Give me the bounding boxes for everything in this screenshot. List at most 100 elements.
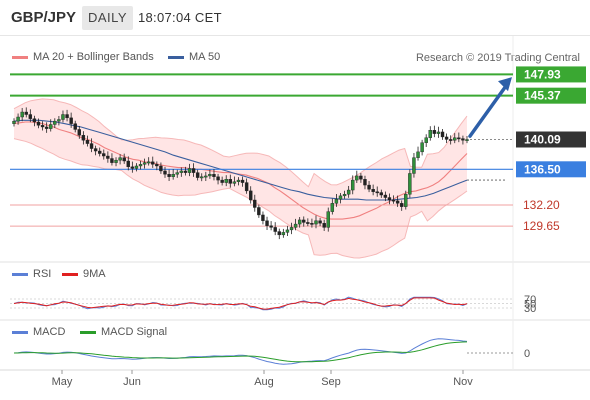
candle <box>28 109 33 123</box>
candle <box>257 204 261 218</box>
candle <box>387 193 392 205</box>
resistance-2-label-text: 147.93 <box>524 67 561 81</box>
candle <box>16 113 20 125</box>
candle <box>448 135 453 145</box>
ma9-legend-swatch <box>62 273 78 276</box>
candle-body <box>253 199 257 208</box>
candle-body <box>346 189 351 195</box>
candle <box>114 157 118 167</box>
candle-body <box>371 189 375 192</box>
candle-body <box>53 120 57 125</box>
candle <box>151 156 155 168</box>
candle-body <box>195 172 200 178</box>
candle-body <box>110 158 114 163</box>
rsi-legend-swatch <box>12 273 28 276</box>
candle-body <box>102 153 106 157</box>
candle-body <box>387 197 392 201</box>
candle <box>424 134 428 147</box>
candle-body <box>130 166 135 169</box>
candle-body <box>40 125 45 128</box>
candle <box>122 153 126 164</box>
candle-body <box>167 174 171 177</box>
candle-body <box>302 219 306 223</box>
last-price-label: 140.09 <box>516 131 586 148</box>
candle-body <box>444 136 449 140</box>
candle <box>236 177 241 186</box>
candle <box>379 189 383 198</box>
candle <box>102 149 106 160</box>
resistance-1-label-text: 145.37 <box>524 89 561 103</box>
period-badge[interactable]: DAILY <box>82 6 134 30</box>
macd-line <box>13 338 468 365</box>
candle <box>228 174 232 188</box>
candle-body <box>359 175 363 180</box>
candle <box>61 110 65 123</box>
candle <box>383 191 388 202</box>
candle <box>330 198 335 215</box>
candle-body <box>224 179 228 183</box>
x-tick-label: Jun <box>123 376 141 388</box>
candle <box>261 211 265 225</box>
candle <box>444 133 449 143</box>
candle <box>314 215 318 229</box>
candle-body <box>448 139 453 141</box>
candle-body <box>134 165 139 169</box>
candle <box>85 135 90 147</box>
candle-body <box>269 225 273 228</box>
candle-body <box>44 126 49 129</box>
candle <box>400 200 404 211</box>
candle <box>36 118 41 129</box>
forecast-arrow-head <box>498 77 512 92</box>
candle-body <box>65 114 69 119</box>
candle <box>465 136 469 144</box>
candle <box>355 170 359 183</box>
candle-body <box>310 223 314 225</box>
candle <box>130 161 135 173</box>
candle-body <box>138 164 143 167</box>
candle-body <box>318 220 322 224</box>
candle-body <box>240 179 245 183</box>
candle <box>191 163 196 177</box>
ma9-legend-label: 9MA <box>83 268 106 280</box>
candle <box>53 118 57 129</box>
candle-body <box>98 150 102 154</box>
candle <box>138 160 143 170</box>
candle-body <box>85 140 90 144</box>
candle <box>289 222 294 235</box>
candle-body <box>338 195 343 200</box>
candle <box>253 194 257 212</box>
support-2-label-text: 129.65 <box>523 219 560 233</box>
signal-legend-label: MACD Signal <box>101 326 168 338</box>
candle <box>24 107 28 118</box>
candle <box>346 185 351 198</box>
candle <box>163 166 167 178</box>
candle-body <box>432 130 437 134</box>
signal-legend-swatch <box>80 331 96 334</box>
candle <box>224 175 228 187</box>
x-tick-label: May <box>52 376 73 388</box>
candle <box>20 107 24 122</box>
ma20-legend-label: MA 20 + Bollinger Bands <box>33 51 154 63</box>
candle-body <box>32 118 37 123</box>
macd-legend-label: MACD <box>33 326 66 338</box>
candle-body <box>28 114 33 119</box>
candle-body <box>457 137 461 140</box>
candle <box>200 173 204 182</box>
candle <box>89 138 94 153</box>
forecast-arrow-shaft <box>468 81 510 138</box>
candle-body <box>77 129 81 136</box>
candle-body <box>49 124 53 129</box>
candle <box>134 163 139 172</box>
candle <box>363 175 367 190</box>
candle <box>416 146 420 161</box>
candle-body <box>404 193 408 207</box>
candle-body <box>416 151 420 158</box>
candle-body <box>16 116 20 122</box>
candle-body <box>249 190 253 201</box>
candle-body <box>114 159 118 163</box>
candle-body <box>412 157 416 174</box>
candle <box>240 176 245 187</box>
candle-body <box>20 111 24 118</box>
pivot-label-box <box>516 161 586 178</box>
